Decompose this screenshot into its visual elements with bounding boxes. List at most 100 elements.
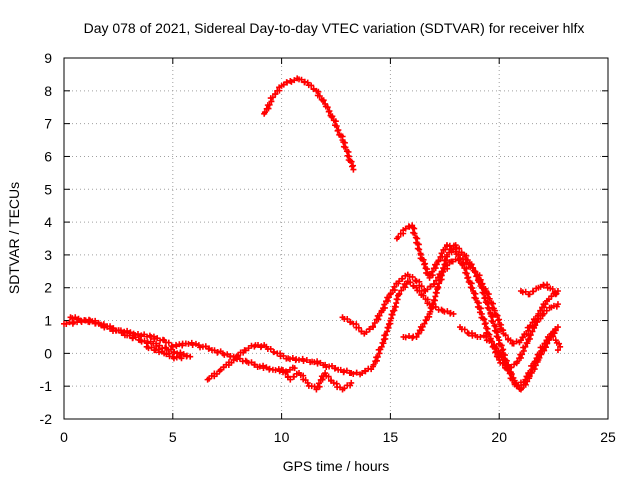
data-point <box>333 123 340 130</box>
data-point <box>468 261 475 268</box>
data-point <box>324 104 331 111</box>
data-point <box>427 283 434 290</box>
data-point <box>513 338 520 345</box>
data-point <box>438 268 445 275</box>
data-point <box>421 320 428 327</box>
data-point <box>381 301 388 308</box>
x-tick-label: 20 <box>491 429 507 445</box>
data-point <box>344 315 351 322</box>
data-point <box>540 310 547 317</box>
data-point <box>395 233 402 240</box>
data-point <box>266 365 273 372</box>
y-tick-label: -2 <box>40 411 53 427</box>
data-point <box>456 245 463 252</box>
data-point <box>414 330 421 337</box>
data-point <box>447 309 454 316</box>
data-point <box>432 303 439 310</box>
series-sat-l <box>552 337 564 354</box>
data-point <box>303 357 310 364</box>
data-point <box>537 307 544 314</box>
x-tick-label: 5 <box>169 429 177 445</box>
data-point <box>382 332 389 339</box>
data-point <box>322 370 329 377</box>
data-point <box>514 382 521 389</box>
data-point <box>427 304 434 311</box>
data-point <box>519 351 526 358</box>
data-point <box>523 339 530 346</box>
data-point <box>518 385 525 392</box>
data-point <box>452 242 459 249</box>
data-point <box>314 360 321 367</box>
data-point <box>432 289 439 296</box>
data-point <box>286 356 293 363</box>
data-point <box>173 354 180 361</box>
series-sat-e <box>261 75 357 173</box>
data-point <box>416 287 423 294</box>
data-point <box>552 291 559 298</box>
data-point <box>542 301 549 308</box>
data-point <box>271 349 278 356</box>
y-tick-label: 8 <box>44 83 52 99</box>
data-point <box>393 296 400 303</box>
data-point <box>455 251 462 258</box>
data-point <box>493 345 500 352</box>
data-point <box>507 337 514 344</box>
data-point <box>341 385 348 392</box>
x-tick-label: 0 <box>60 429 68 445</box>
data-point <box>282 369 289 376</box>
data-point <box>409 273 416 280</box>
series-sat-j <box>457 324 559 393</box>
data-point <box>267 345 274 352</box>
data-point <box>552 327 559 334</box>
data-point <box>526 291 533 298</box>
y-tick-label: 0 <box>44 345 52 361</box>
series-sat-b <box>67 314 194 360</box>
data-point <box>301 78 308 85</box>
data-point <box>436 280 443 287</box>
data-point <box>450 310 457 317</box>
data-point <box>170 355 177 362</box>
data-point <box>366 326 373 333</box>
data-point <box>434 283 441 290</box>
data-point <box>537 315 544 322</box>
data-point <box>544 339 551 346</box>
data-point <box>363 329 370 336</box>
data-point <box>438 250 445 257</box>
data-point <box>388 311 395 318</box>
data-point <box>348 163 355 170</box>
data-point <box>411 230 418 237</box>
y-tick-label: 6 <box>44 148 52 164</box>
data-point <box>530 288 537 295</box>
data-point <box>138 338 145 345</box>
chart-title: Day 078 of 2021, Sidereal Day-to-day VTE… <box>84 20 585 36</box>
data-point <box>429 268 436 275</box>
data-point <box>477 333 484 340</box>
data-point <box>546 336 553 343</box>
data-point <box>187 353 194 360</box>
data-point <box>430 297 437 304</box>
y-axis-label: SDTVAR / TECUs <box>6 182 22 294</box>
data-point <box>374 353 381 360</box>
data-point <box>505 366 512 373</box>
y-tick-label: -1 <box>40 378 53 394</box>
data-point <box>522 343 529 350</box>
data-point <box>402 225 409 232</box>
data-point <box>537 351 544 358</box>
y-tick-label: 5 <box>44 181 52 197</box>
series-sat-d <box>204 278 457 383</box>
data-point <box>353 369 360 376</box>
data-point <box>442 246 449 253</box>
data-point <box>328 113 335 120</box>
data-point <box>291 365 298 372</box>
data-point <box>440 265 447 272</box>
data-point <box>391 283 398 290</box>
data-point <box>433 277 440 284</box>
series-sat-k <box>517 281 559 298</box>
data-point <box>527 332 534 339</box>
series-sat-c <box>143 343 185 362</box>
plot-frame <box>63 57 609 420</box>
data-point <box>300 358 307 365</box>
data-point <box>189 341 196 348</box>
x-tick-label: 15 <box>383 429 399 445</box>
